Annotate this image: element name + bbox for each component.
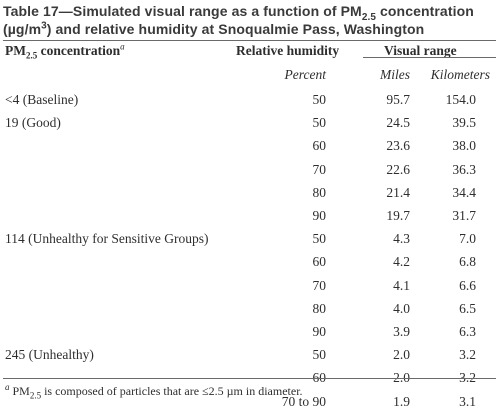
header-relative-humidity: Relative humidity <box>236 43 340 58</box>
row-miles: 4.2 <box>393 254 410 270</box>
visual-range-underline <box>363 57 496 58</box>
row-humidity: 70 <box>312 161 327 177</box>
row-kilometers: 3.1 <box>459 393 476 409</box>
row-humidity: 90 <box>312 208 327 223</box>
row-label: 114 (Unhealthy for Sensitive Groups) <box>5 231 209 247</box>
row-humidity: 70 <box>312 277 327 293</box>
table-footnote: a PM2.5 is composed of particles that ar… <box>5 382 303 401</box>
row-kilometers: 6.5 <box>459 300 476 316</box>
unit-percent: Percent <box>284 67 326 82</box>
header-pm-rest: concentration <box>37 43 121 58</box>
unit-miles: Miles <box>380 67 410 82</box>
caption-text-2: concentration <box>376 3 474 19</box>
row-humidity: 60 <box>312 254 327 270</box>
header-pm-subscript: 2.5 <box>26 50 38 61</box>
row-humidity: 60 <box>312 138 327 154</box>
row-miles: 2.0 <box>393 347 410 363</box>
row-miles: 23.6 <box>386 138 410 154</box>
row-miles: 4.1 <box>393 277 410 293</box>
header-footnote-mark: a <box>120 41 125 52</box>
caption-units: (µg/m <box>3 21 42 37</box>
header-pm-text: PM <box>5 43 26 58</box>
row-miles: 24.5 <box>386 115 410 131</box>
row-humidity: 50 <box>312 347 327 363</box>
row-kilometers: 31.7 <box>452 208 476 223</box>
row-kilometers: 6.3 <box>459 324 476 339</box>
row-kilometers: 3.2 <box>459 370 476 386</box>
table-caption: Table 17—Simulated visual range as a fun… <box>3 2 497 38</box>
row-label: <4 (Baseline) <box>5 92 79 107</box>
footnote-subscript: 2.5 <box>29 390 42 401</box>
header-visual-range: Visual range <box>384 43 457 58</box>
row-kilometers: 34.4 <box>452 184 476 200</box>
row-humidity: 60 <box>312 370 327 386</box>
row-kilometers: 6.8 <box>459 254 476 270</box>
row-kilometers: 39.5 <box>452 115 476 131</box>
row-miles: 4.0 <box>393 300 410 316</box>
row-miles: 4.3 <box>393 231 410 247</box>
footnote-mark: a <box>5 382 10 392</box>
caption-location: ) and relative humidity at Snoqualmie Pa… <box>46 21 425 37</box>
table-bottom-rule <box>3 378 496 379</box>
row-miles: 2.0 <box>393 370 410 386</box>
row-miles: 3.9 <box>393 324 410 339</box>
row-humidity: 50 <box>312 231 327 247</box>
header-pm-concentration: PM2.5 concentrationa <box>5 41 125 61</box>
row-miles: 21.4 <box>386 184 410 200</box>
footnote-text: PM <box>9 384 30 398</box>
row-humidity: 80 <box>312 184 327 200</box>
caption-superscript: 3 <box>41 20 47 32</box>
row-miles: 95.7 <box>386 92 410 107</box>
footnote-text-rest: is composed of particles that are ≤2.5 µ… <box>41 384 303 398</box>
unit-kilometers: Kilometers <box>430 67 490 82</box>
row-humidity: 80 <box>312 300 327 316</box>
row-kilometers: 3.2 <box>459 347 476 363</box>
row-miles: 22.6 <box>386 161 410 177</box>
row-kilometers: 7.0 <box>459 231 476 247</box>
row-kilometers: 154.0 <box>445 92 476 107</box>
caption-subscript: 2.5 <box>361 11 377 23</box>
row-humidity: 50 <box>312 92 327 107</box>
row-label: 19 (Good) <box>5 115 61 131</box>
caption-text: Table 17—Simulated visual range as a fun… <box>3 3 362 19</box>
row-label: 245 (Unhealthy) <box>5 347 94 363</box>
row-humidity: 50 <box>312 115 327 131</box>
row-kilometers: 6.6 <box>459 277 476 293</box>
row-miles: 19.7 <box>386 208 410 223</box>
row-humidity: 90 <box>312 324 327 339</box>
row-kilometers: 38.0 <box>452 138 476 154</box>
table-top-rule <box>3 40 496 41</box>
row-kilometers: 36.3 <box>452 161 476 177</box>
row-miles: 1.9 <box>393 393 410 409</box>
